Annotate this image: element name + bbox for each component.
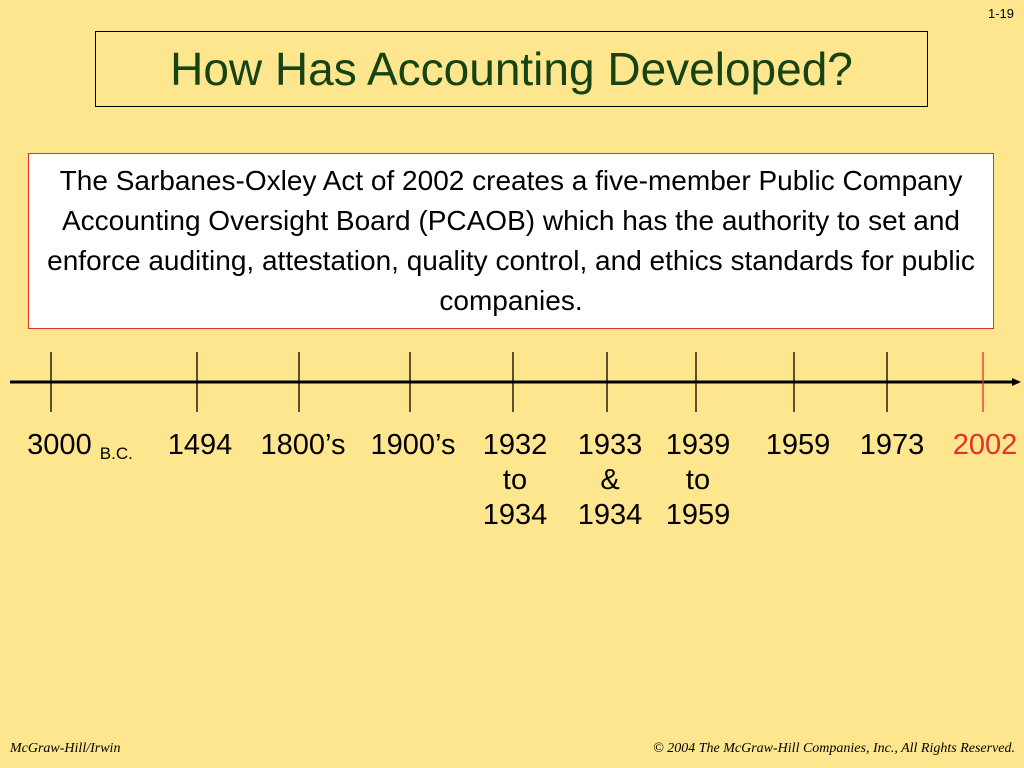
timeline xyxy=(0,340,1024,560)
timeline-label: 1939 to 1959 xyxy=(666,428,731,533)
slide-title: How Has Accounting Developed? xyxy=(170,43,853,95)
slide-number: 1-19 xyxy=(987,6,1014,21)
timeline-label-highlight: 2002 xyxy=(953,428,1018,463)
copyright-footer: © 2004 The McGraw-Hill Companies, Inc., … xyxy=(653,741,1015,756)
timeline-label-line: to xyxy=(685,464,711,496)
timeline-label: 1973 xyxy=(860,428,925,463)
timeline-label-line: 1933 xyxy=(577,429,643,461)
body-text: The Sarbanes-Oxley Act of 2002 creates a… xyxy=(47,165,975,316)
publisher-footer: McGraw-Hill/Irwin xyxy=(10,741,121,756)
timeline-label-line: 1934 xyxy=(577,499,643,531)
timeline-label-line: 2002 xyxy=(952,429,1018,461)
content-box: The Sarbanes-Oxley Act of 2002 creates a… xyxy=(28,153,994,329)
timeline-label: 1932 to 1934 xyxy=(483,428,548,533)
timeline-label-line: 1900’s xyxy=(370,429,456,461)
timeline-label-sub: B.C. xyxy=(99,444,133,463)
timeline-arrowhead xyxy=(1012,378,1021,386)
timeline-label: 3000 B.C. xyxy=(27,428,133,471)
timeline-label: 1800’s xyxy=(261,428,346,463)
timeline-label-line: 1800’s xyxy=(260,429,346,461)
timeline-label-line: 1973 xyxy=(859,429,925,461)
timeline-label: 1933 & 1934 xyxy=(578,428,643,533)
timeline-label-line: 1934 xyxy=(482,499,548,531)
timeline-label-line: 1939 xyxy=(665,429,731,461)
timeline-label-line: 1959 xyxy=(665,499,731,531)
title-box: How Has Accounting Developed? xyxy=(95,31,928,107)
timeline-label-line: to xyxy=(502,464,528,496)
timeline-label: 1959 xyxy=(766,428,831,463)
timeline-label-line: 1494 xyxy=(167,429,233,461)
timeline-label: 1900’s xyxy=(371,428,456,463)
timeline-label-line: 1959 xyxy=(765,429,831,461)
timeline-label-main: 3000 xyxy=(27,429,92,461)
timeline-label-line: & xyxy=(600,464,620,496)
timeline-axis xyxy=(10,352,1021,412)
timeline-label: 1494 xyxy=(168,428,233,463)
timeline-label-line: 1932 xyxy=(482,429,548,461)
